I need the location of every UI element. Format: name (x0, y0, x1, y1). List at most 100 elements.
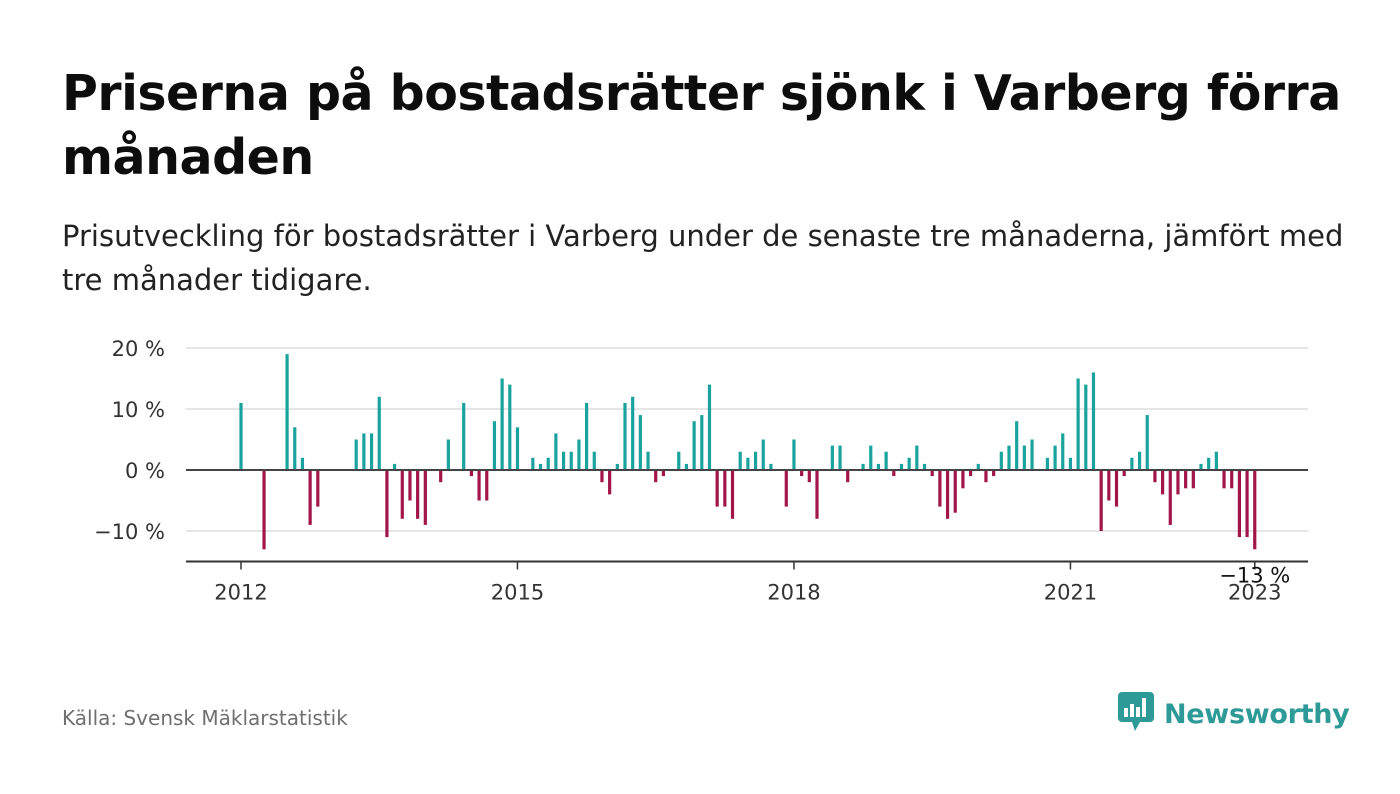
bar (692, 421, 696, 470)
bar (531, 457, 535, 470)
bar (408, 470, 412, 501)
bar (446, 439, 450, 470)
bar (846, 470, 850, 483)
bar (608, 470, 612, 495)
bar (938, 470, 942, 507)
bar (1045, 457, 1049, 470)
bar (922, 463, 927, 470)
bar (861, 463, 865, 470)
bar (953, 470, 957, 513)
bar (1130, 457, 1134, 470)
bar (354, 439, 358, 470)
bar (945, 470, 950, 519)
bars (239, 354, 1257, 550)
bar (707, 384, 712, 470)
y-tick-label: −10 % (94, 520, 165, 544)
bar (1076, 378, 1080, 470)
bar (961, 470, 965, 489)
bar (592, 451, 596, 470)
bar (1191, 470, 1195, 489)
bar (1253, 470, 1257, 550)
bar (1091, 372, 1096, 470)
bar (285, 354, 289, 470)
last-value-annotation: −13 % (1219, 563, 1290, 587)
bar (915, 445, 919, 470)
bar (1237, 470, 1241, 538)
x-axis-ticks: 2012 2015 2018 2021 2023 (214, 561, 1281, 605)
bar (416, 470, 420, 519)
bar (316, 470, 320, 507)
bar (1099, 470, 1103, 531)
bar (239, 402, 243, 470)
bar (1022, 445, 1026, 470)
bar (700, 415, 704, 470)
bar (715, 470, 719, 507)
bar (615, 463, 619, 470)
bar (1207, 457, 1211, 470)
bar (654, 470, 658, 483)
bar (999, 451, 1003, 470)
source-note: Källa: Svensk Mäklarstatistik (62, 706, 348, 730)
bar (362, 433, 366, 470)
bar (807, 470, 811, 483)
bar (400, 470, 404, 519)
bar (492, 421, 497, 470)
bar (1137, 451, 1142, 470)
bar (385, 470, 389, 538)
bar (631, 396, 635, 470)
bar (1161, 470, 1165, 495)
bar (815, 470, 819, 519)
bar (884, 451, 888, 470)
bar (262, 470, 266, 550)
bar (546, 457, 550, 470)
bar (976, 463, 980, 470)
bar (554, 433, 558, 470)
bar (469, 470, 473, 477)
bar (1030, 439, 1034, 470)
bar (500, 378, 504, 470)
bar (838, 445, 842, 470)
bar (992, 470, 996, 477)
brand-logo[interactable]: Newsworthy (1118, 690, 1350, 738)
x-tick-label: 2012 (214, 581, 267, 605)
bar (600, 470, 604, 483)
bar (969, 470, 973, 477)
bar (899, 463, 904, 470)
bar (1015, 421, 1019, 470)
bar (730, 470, 735, 519)
bar (423, 470, 427, 525)
bar (569, 451, 573, 470)
bar (377, 396, 381, 470)
bar (784, 470, 788, 507)
bar (561, 451, 566, 470)
bar (1053, 445, 1057, 470)
bar (907, 457, 911, 470)
y-tick-label: 20 % (112, 337, 165, 361)
bar (577, 439, 581, 470)
bar (930, 470, 934, 477)
bar (477, 470, 481, 501)
bar (462, 402, 466, 470)
bar (646, 451, 650, 470)
bar (1184, 470, 1188, 489)
bar (830, 445, 834, 470)
bar (677, 451, 681, 470)
y-axis-ticks: 20 % 10 % 0 % −10 % (94, 337, 165, 544)
bar (485, 470, 489, 501)
bar (1222, 470, 1226, 489)
bar (684, 463, 689, 470)
newsworthy-logo-icon (1118, 690, 1154, 738)
bar (1245, 470, 1249, 538)
bar (1230, 470, 1234, 489)
bar (638, 415, 642, 470)
bar (623, 402, 627, 470)
x-tick-label: 2015 (491, 581, 544, 605)
bar (508, 384, 512, 470)
bar (1176, 470, 1180, 495)
bar (800, 470, 804, 477)
bar (753, 451, 758, 470)
bar (1061, 433, 1065, 470)
gridlines (186, 347, 1308, 532)
bar (746, 457, 750, 470)
